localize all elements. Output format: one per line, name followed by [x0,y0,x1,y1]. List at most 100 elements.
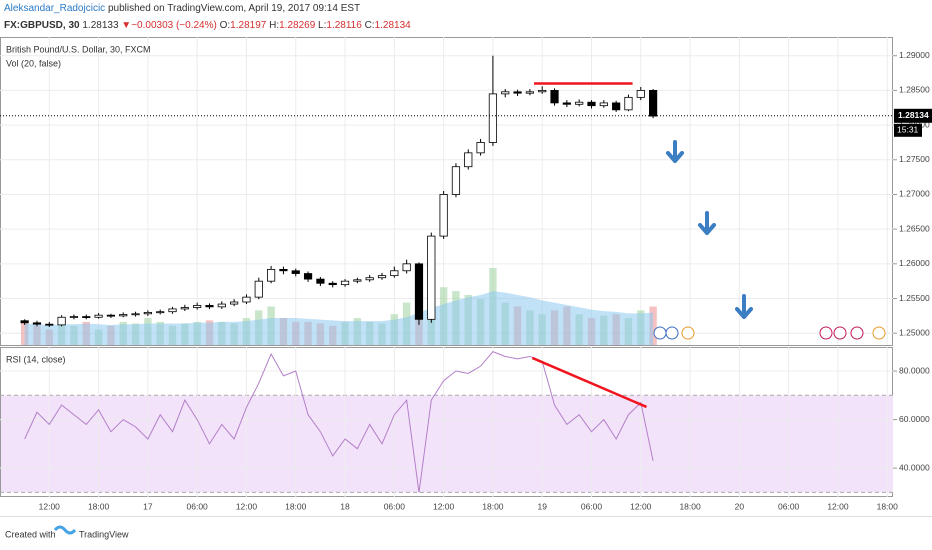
candle-body [587,101,596,107]
main-pane [0,37,893,346]
candle-body [476,142,485,154]
y-tick-label: 1.29000 [899,50,930,60]
candle-body [575,101,584,105]
y-tick-label: 40.0000 [899,462,930,472]
x-tick-label: 18:00 [877,501,899,511]
y-tick-label: 1.26500 [899,223,930,233]
o-label: O: [220,20,231,31]
low: 1.28116 [326,20,362,31]
event-icon [850,326,864,340]
change: −0.00303 (−0.24%) [131,20,217,31]
candle-body [365,277,374,281]
footer-created: Created with [5,529,56,539]
candle-body [279,268,288,272]
author[interactable]: Aleksandar_Radojcicic [4,3,105,14]
event-icon [665,326,679,340]
candle-body [119,314,128,317]
candle-body [143,311,152,315]
candle-body [94,314,103,318]
x-tick-label: 18:00 [285,501,307,511]
last-time-label: 15:31 [897,125,919,135]
candle-body [501,91,510,95]
candle-body [390,270,399,277]
candle-body [464,152,473,168]
arrow-down [666,140,684,163]
candle-body [340,280,350,286]
arrow-down [735,294,753,319]
candle-body [242,296,251,303]
arrows [666,140,753,319]
c-label: C: [365,20,375,31]
h-label: H: [269,20,279,31]
y-tick-label: 60.0000 [899,414,930,424]
volume-ma-area [24,291,654,345]
candle-body [377,275,387,279]
candle-body [57,316,66,326]
candle-body [439,194,448,237]
x-tick-label: 12:00 [433,501,455,511]
rsi-label: RSI (14, close) [6,354,66,364]
candle-body [402,263,411,272]
header-line-1: Aleksandar_Radojcicic published on Tradi… [4,3,360,14]
volume-bar [20,321,29,345]
event-icon [653,326,667,340]
x-tick-label: 20 [735,501,745,511]
candle-body [254,280,263,298]
y-tick-label: 1.26000 [899,258,930,268]
candle-body [45,323,54,326]
arrow-down [698,211,716,235]
candle-body [427,235,436,320]
candle-body [193,305,202,308]
header-line-2: FX:GBPUSD, 30 1.28133 ▼−0.00303 (−0.24%)… [4,20,411,31]
candle-body [168,308,177,313]
candle-body [451,166,461,195]
x-tick-label: 19 [537,501,547,511]
candle-body [267,268,276,282]
candle-body [624,96,633,111]
y-tick-label: 1.28500 [899,85,930,95]
event-icon [872,326,886,340]
last-price-label: 1.28134 [898,110,929,120]
candle-body [525,91,534,94]
price: 1.28133 [82,20,119,31]
event-icon [681,326,695,340]
event-icons [653,326,886,340]
footer-brand[interactable]: TradingView [79,529,129,539]
x-tick-label: 18 [340,501,350,511]
y-tick-label: 1.25000 [899,327,930,337]
candle-body [414,263,424,320]
candle-body [82,316,91,318]
x-tick-label: 12:00 [827,501,849,511]
y-tick-label: 1.27000 [899,189,930,199]
candle-body [599,102,608,107]
symbol: FX:GBPUSD, 30 [4,20,80,31]
high: 1.28269 [279,20,316,31]
candle-body [303,273,313,280]
candle-body [230,301,239,305]
candle-body [316,278,325,284]
candle-body [649,90,658,117]
y-tick-label: 1.27500 [899,154,930,164]
rsi-band [1,395,893,493]
rsi-line [24,351,654,493]
logo [53,525,77,535]
x-tick-label: 06:00 [384,501,406,511]
x-tick-label: 06:00 [187,501,209,511]
candle-body [636,90,645,98]
candle-body [106,314,116,317]
candle-body [69,316,79,318]
candle-body [32,322,42,325]
candle-body [550,90,559,104]
candle-body [328,282,337,286]
candle-body [131,313,140,316]
candle-body [488,93,498,143]
open: 1.28197 [230,20,267,31]
published: published on TradingView.com, April 19, … [108,3,360,14]
candle-body [538,90,547,93]
candle-body [180,307,189,310]
close: 1.28134 [375,20,412,31]
x-tick-label: 06:00 [778,501,800,511]
candle-body [513,91,522,94]
last-time-box [894,123,922,137]
